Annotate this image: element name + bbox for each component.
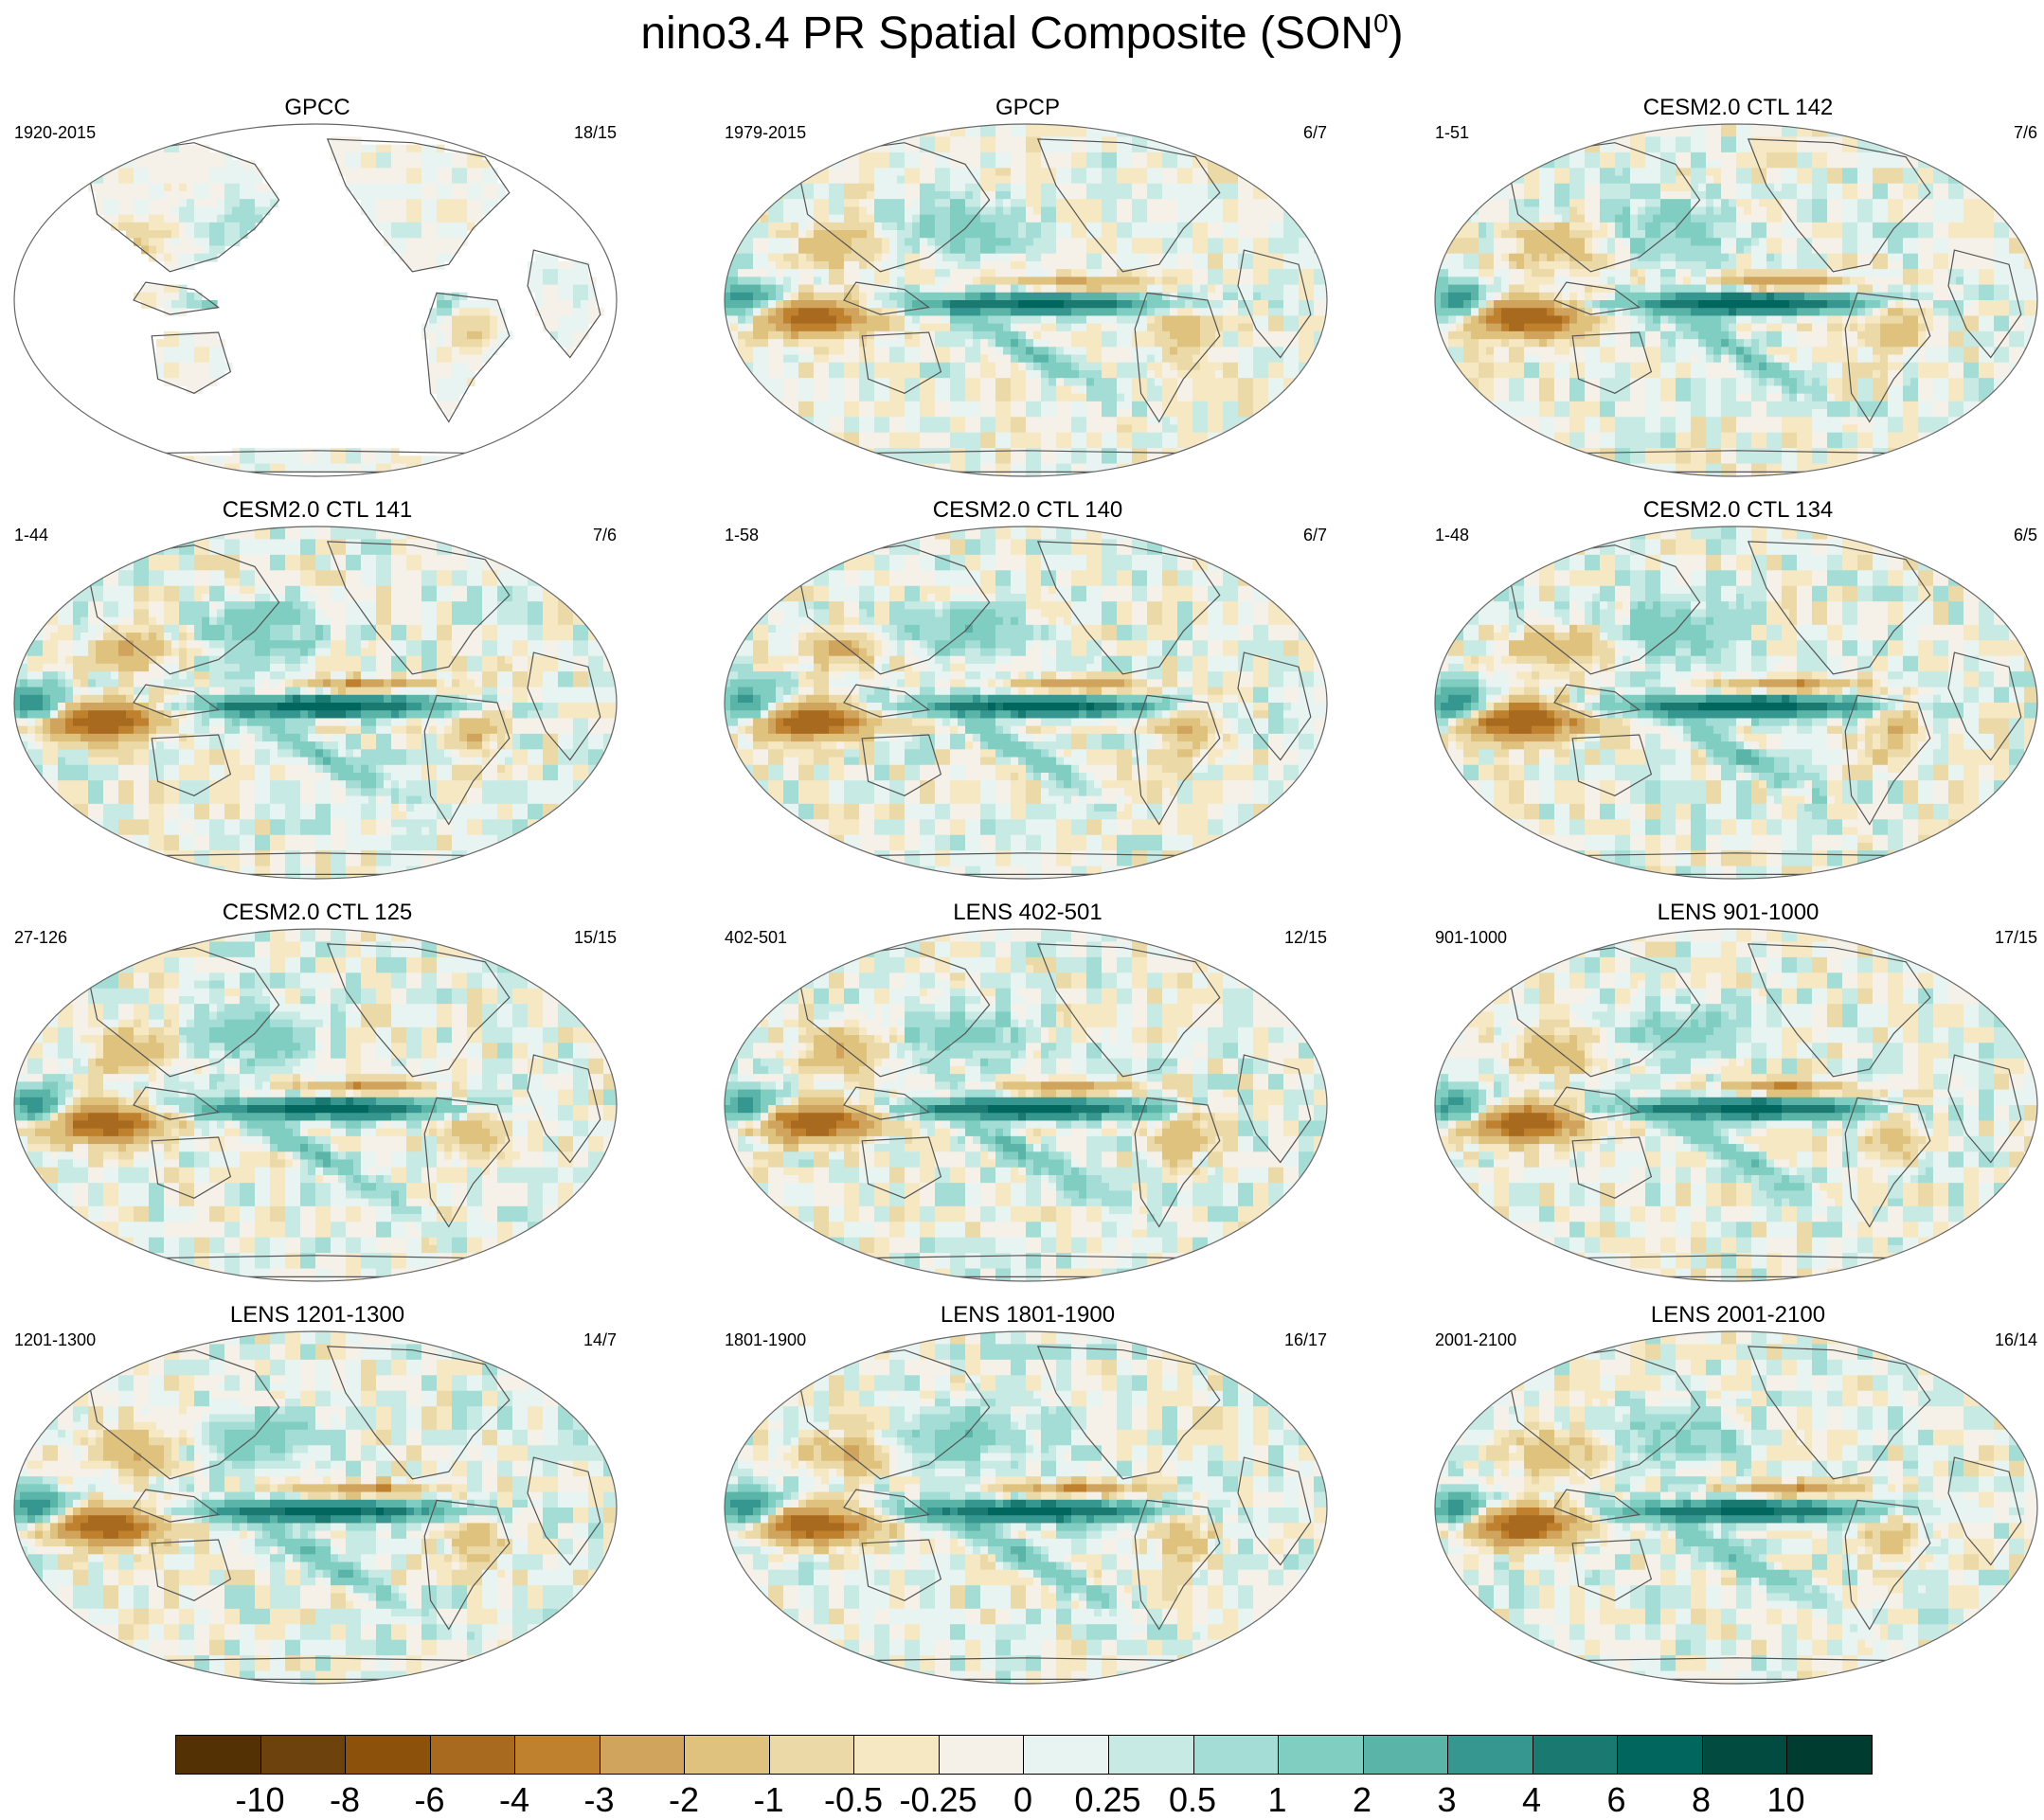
colorbar [175, 1735, 1873, 1775]
colorbar-label: -4 [499, 1780, 529, 1820]
colorbar-label: 4 [1522, 1780, 1541, 1820]
map-field [12, 121, 619, 479]
map-field [1433, 121, 2039, 479]
map-field [723, 926, 1329, 1284]
colorbar-label: -0.25 [899, 1780, 977, 1820]
panel-title: LENS 1801-1900 [715, 1302, 1340, 1329]
colorbar-swatch [176, 1736, 261, 1774]
colorbar-label: 10 [1766, 1780, 1804, 1820]
colorbar-label: -8 [330, 1780, 360, 1820]
panel-title: CESM2.0 CTL 142 [1425, 95, 2044, 121]
colorbar-swatch [1618, 1736, 1703, 1774]
panel-title: GPCP [715, 95, 1340, 121]
colorbar-swatch [770, 1736, 855, 1774]
colorbar-swatch [854, 1736, 940, 1774]
map-field [723, 524, 1329, 882]
colorbar-swatch [515, 1736, 601, 1774]
colorbar-label: 2 [1353, 1780, 1372, 1820]
panel-title: LENS 2001-2100 [1425, 1302, 2044, 1329]
colorbar-swatch [346, 1736, 431, 1774]
map-field [1433, 926, 2039, 1284]
map-field [12, 1329, 619, 1686]
colorbar-swatch [1109, 1736, 1194, 1774]
colorbar-swatch [1703, 1736, 1788, 1774]
colorbar-swatch [431, 1736, 516, 1774]
map-field [1433, 524, 2039, 882]
panel-title: CESM2.0 CTL 140 [715, 497, 1340, 524]
colorbar-label: 1 [1267, 1780, 1286, 1820]
colorbar-label: -2 [669, 1780, 699, 1820]
panel-title: LENS 901-1000 [1425, 900, 2044, 926]
colorbar-label: 3 [1437, 1780, 1456, 1820]
panel-title: LENS 402-501 [715, 900, 1340, 926]
colorbar-label: -0.5 [824, 1780, 883, 1820]
colorbar-label: 0.5 [1169, 1780, 1216, 1820]
title-close: ) [1389, 9, 1404, 59]
colorbar-swatch [685, 1736, 770, 1774]
colorbar-label: -1 [753, 1780, 783, 1820]
colorbar-swatch [1448, 1736, 1533, 1774]
colorbar-label: 6 [1606, 1780, 1625, 1820]
colorbar-swatch [940, 1736, 1025, 1774]
colorbar-label: 0.25 [1074, 1780, 1140, 1820]
colorbar-label: -6 [414, 1780, 444, 1820]
colorbar-swatch [1533, 1736, 1619, 1774]
colorbar-swatch [601, 1736, 686, 1774]
colorbar-swatch [1364, 1736, 1449, 1774]
panel-title: CESM2.0 CTL 134 [1425, 497, 2044, 524]
colorbar-swatch [1194, 1736, 1280, 1774]
map-field [12, 926, 619, 1284]
colorbar-swatch [1024, 1736, 1109, 1774]
panel-title: GPCC [5, 95, 630, 121]
colorbar-swatch [1279, 1736, 1364, 1774]
colorbar-label: 8 [1692, 1780, 1711, 1820]
title-superscript: 0 [1373, 9, 1389, 38]
colorbar-swatch [261, 1736, 347, 1774]
colorbar-swatch [1787, 1736, 1872, 1774]
map-field [12, 524, 619, 882]
map-field [723, 1329, 1329, 1686]
colorbar-label: -10 [235, 1780, 284, 1820]
title-main: nino3.4 PR Spatial Composite (SON [640, 9, 1373, 59]
map-field [1433, 1329, 2039, 1686]
panel-title: CESM2.0 CTL 141 [5, 497, 630, 524]
map-field [723, 121, 1329, 479]
figure-title: nino3.4 PR Spatial Composite (SON0) [0, 8, 2044, 60]
panel-title: LENS 1201-1300 [5, 1302, 630, 1329]
panel-title: CESM2.0 CTL 125 [5, 900, 630, 926]
colorbar-label: 0 [1013, 1780, 1032, 1820]
colorbar-label: -3 [583, 1780, 614, 1820]
